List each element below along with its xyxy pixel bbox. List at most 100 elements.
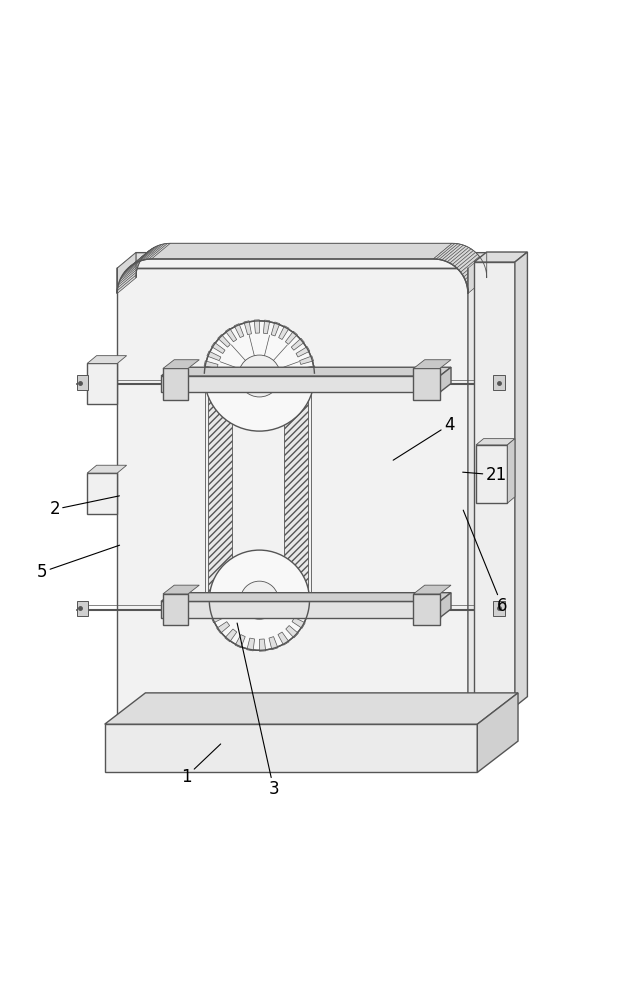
Circle shape xyxy=(209,550,309,650)
Polygon shape xyxy=(476,445,508,503)
Polygon shape xyxy=(278,632,289,645)
Polygon shape xyxy=(466,267,486,285)
Polygon shape xyxy=(465,264,485,282)
Polygon shape xyxy=(292,617,305,628)
Polygon shape xyxy=(452,249,474,266)
Polygon shape xyxy=(508,439,515,503)
Polygon shape xyxy=(161,367,451,376)
Polygon shape xyxy=(468,253,487,741)
Polygon shape xyxy=(279,326,289,340)
Polygon shape xyxy=(207,351,221,361)
Polygon shape xyxy=(87,465,126,473)
Polygon shape xyxy=(286,626,298,638)
Polygon shape xyxy=(467,272,487,291)
Polygon shape xyxy=(161,376,440,392)
Polygon shape xyxy=(211,342,225,354)
Polygon shape xyxy=(442,244,464,261)
Polygon shape xyxy=(146,243,167,259)
Polygon shape xyxy=(462,259,482,277)
Polygon shape xyxy=(104,693,518,724)
Polygon shape xyxy=(299,356,313,364)
Polygon shape xyxy=(447,246,469,263)
Polygon shape xyxy=(149,243,170,259)
Polygon shape xyxy=(118,267,138,285)
Polygon shape xyxy=(460,257,481,275)
Polygon shape xyxy=(87,473,117,514)
Polygon shape xyxy=(152,243,452,259)
Text: 3: 3 xyxy=(237,623,279,798)
Polygon shape xyxy=(118,269,137,288)
Polygon shape xyxy=(120,261,140,280)
Text: 1: 1 xyxy=(181,744,221,786)
Polygon shape xyxy=(413,594,440,625)
Polygon shape xyxy=(218,335,230,347)
Polygon shape xyxy=(433,243,452,259)
Polygon shape xyxy=(413,368,440,400)
Polygon shape xyxy=(433,243,455,259)
Polygon shape xyxy=(284,387,308,600)
Polygon shape xyxy=(445,245,466,262)
Polygon shape xyxy=(271,322,280,336)
Polygon shape xyxy=(459,254,479,272)
Polygon shape xyxy=(161,593,451,601)
Polygon shape xyxy=(138,245,159,262)
Polygon shape xyxy=(204,361,218,368)
Polygon shape xyxy=(131,249,152,266)
Polygon shape xyxy=(468,275,487,293)
Polygon shape xyxy=(477,693,518,772)
Text: 21: 21 xyxy=(463,466,507,484)
Circle shape xyxy=(204,321,314,431)
Polygon shape xyxy=(259,639,265,651)
Polygon shape xyxy=(87,356,126,363)
Polygon shape xyxy=(468,253,487,293)
Polygon shape xyxy=(217,622,230,633)
Polygon shape xyxy=(118,272,136,291)
Polygon shape xyxy=(244,321,252,335)
Polygon shape xyxy=(163,368,188,400)
Polygon shape xyxy=(117,253,136,293)
Polygon shape xyxy=(493,375,506,390)
Polygon shape xyxy=(208,387,232,600)
Polygon shape xyxy=(143,244,165,260)
Polygon shape xyxy=(128,251,149,268)
Polygon shape xyxy=(269,637,278,650)
Polygon shape xyxy=(163,585,199,594)
Polygon shape xyxy=(450,247,471,265)
Polygon shape xyxy=(254,320,259,333)
Polygon shape xyxy=(440,593,451,618)
Polygon shape xyxy=(457,252,477,270)
Polygon shape xyxy=(125,254,145,272)
Polygon shape xyxy=(77,601,88,616)
Polygon shape xyxy=(211,613,225,623)
Polygon shape xyxy=(455,251,476,268)
Polygon shape xyxy=(440,367,451,392)
Polygon shape xyxy=(476,439,515,445)
Polygon shape xyxy=(413,585,451,594)
Polygon shape xyxy=(493,601,506,616)
Text: 5: 5 xyxy=(37,545,120,581)
Polygon shape xyxy=(474,252,527,262)
Polygon shape xyxy=(296,347,310,357)
Text: 4: 4 xyxy=(393,416,454,460)
Polygon shape xyxy=(296,608,309,617)
Polygon shape xyxy=(464,261,484,280)
Polygon shape xyxy=(437,243,458,259)
Polygon shape xyxy=(291,338,304,350)
Polygon shape xyxy=(439,244,460,260)
Text: 6: 6 xyxy=(463,510,508,615)
Polygon shape xyxy=(225,328,237,342)
Circle shape xyxy=(238,355,281,397)
Polygon shape xyxy=(247,638,255,651)
Polygon shape xyxy=(515,252,527,707)
Polygon shape xyxy=(264,320,270,334)
Polygon shape xyxy=(467,269,486,288)
Circle shape xyxy=(240,581,279,619)
Polygon shape xyxy=(225,629,237,642)
Polygon shape xyxy=(123,257,143,275)
Polygon shape xyxy=(208,604,221,611)
Polygon shape xyxy=(126,252,147,270)
Polygon shape xyxy=(413,360,451,368)
Polygon shape xyxy=(119,264,139,282)
Polygon shape xyxy=(163,594,188,625)
Polygon shape xyxy=(163,360,199,368)
